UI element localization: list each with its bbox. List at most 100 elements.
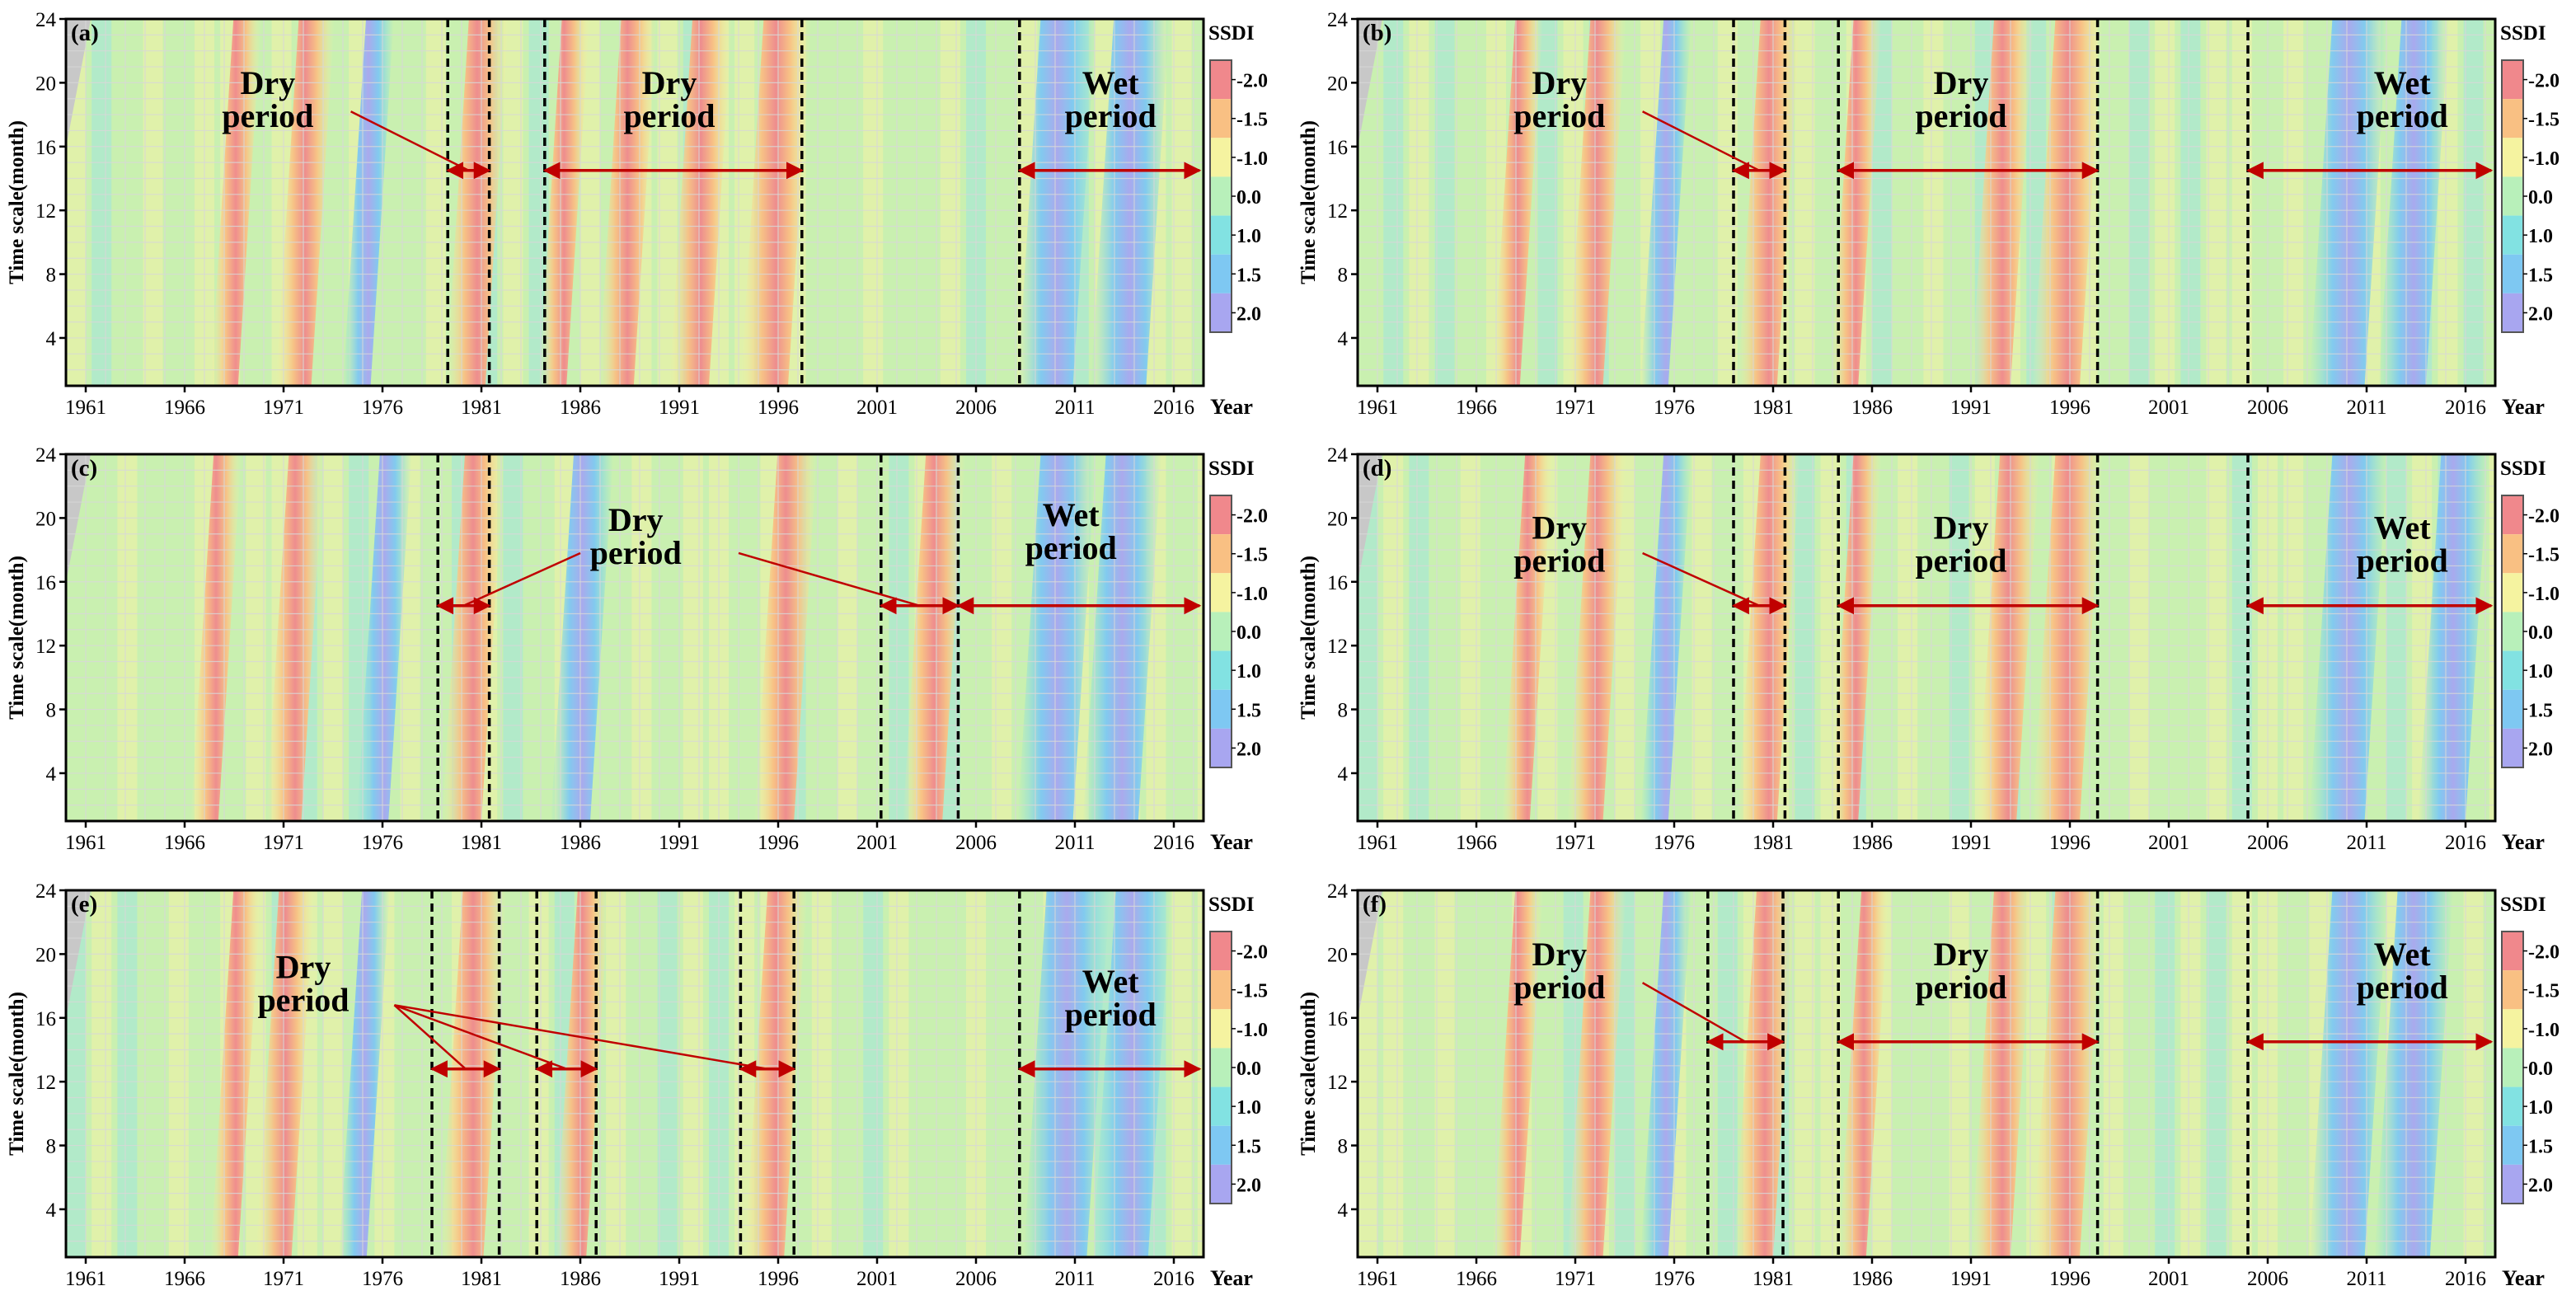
y-tick-label: 8: [1338, 265, 1349, 287]
colorbar-swatch: [1210, 1086, 1232, 1126]
colorbar-title: SSDI: [2500, 458, 2546, 480]
colorbar-label: -2.0: [1236, 942, 1268, 964]
heatmap-band: [889, 890, 909, 1257]
period-pointer-line: [738, 551, 920, 608]
heatmap-band: [1171, 890, 1192, 1257]
y-tick-label: 12: [35, 636, 56, 658]
period-label-line: Dry: [1532, 936, 1587, 973]
colorbar-title: SSDI: [2500, 22, 2546, 45]
period-label-line: Dry: [1934, 936, 1989, 973]
period-label-line: period: [2357, 969, 2448, 1006]
period-label-line: period: [2357, 542, 2448, 580]
x-axis-label: Year: [1210, 1266, 1253, 1290]
colorbar-label: -2.0: [2528, 71, 2560, 92]
x-tick-label: 1996: [758, 397, 799, 419]
y-tick-label: 24: [1327, 444, 1349, 467]
y-tick-label: 8: [46, 265, 57, 287]
x-tick-label: 1971: [1555, 1268, 1596, 1290]
plot-area: [66, 19, 1204, 386]
period-label-line: period: [222, 97, 313, 134]
x-tick-label: 1996: [758, 832, 799, 854]
y-tick-label: 16: [35, 572, 56, 594]
wet-anomaly-band: [1640, 454, 1692, 821]
heatmap-band: [1795, 454, 1815, 821]
x-tick-label: 1981: [461, 832, 502, 854]
x-tick-label: 1986: [1851, 1268, 1893, 1290]
colorbar-swatch: [2502, 612, 2523, 651]
wet-anomaly-band: [1082, 454, 1161, 821]
colorbar-label: 0.0: [2528, 622, 2553, 644]
colorbar-swatch: [1210, 99, 1232, 138]
heatmap-band: [606, 890, 626, 1257]
x-tick-label: 1976: [1654, 832, 1695, 854]
x-tick-label: 1991: [1950, 397, 1992, 419]
colorbar-label: 1.5: [1236, 700, 1261, 721]
colorbar-swatch: [2502, 728, 2523, 767]
x-tick-label: 1966: [164, 397, 205, 419]
colorbar-swatch: [2502, 1125, 2523, 1165]
colorbar-label: 1.0: [1236, 661, 1261, 683]
y-tick-label: 16: [1327, 1008, 1348, 1030]
colorbar-label: 2.0: [2528, 1175, 2553, 1196]
plot-area: [66, 890, 1204, 1257]
wet-anomaly-band: [2309, 454, 2388, 821]
colorbar-label: 2.0: [1236, 303, 1261, 325]
period-label-line: period: [1513, 969, 1605, 1006]
colorbar-swatch: [1210, 176, 1232, 216]
wet-anomaly-band: [1017, 454, 1096, 821]
wet-anomaly-band: [2374, 890, 2453, 1257]
x-tick-label: 2011: [1054, 397, 1095, 419]
heatmap-band: [2463, 19, 2484, 386]
period-label-line: Dry: [240, 64, 295, 101]
colorbar-label: -2.0: [2528, 942, 2560, 964]
period-label-line: period: [1065, 97, 1157, 134]
heatmap-band: [683, 454, 703, 821]
x-tick-label: 1961: [65, 832, 106, 854]
wet-anomaly-band: [2309, 19, 2388, 386]
colorbar-label: 2.0: [1236, 1175, 1261, 1196]
colorbar-swatch: [1210, 293, 1232, 332]
colorbar-swatch: [2502, 932, 2523, 971]
x-tick-label: 2016: [2445, 832, 2486, 854]
colorbar-label: 0.0: [1236, 622, 1261, 644]
dry-anomaly-band: [1734, 890, 1796, 1257]
x-tick-label: 1991: [1950, 832, 1992, 854]
plot-frame: [1356, 889, 2497, 1259]
x-tick-label: 1971: [263, 832, 304, 854]
heatmap-band: [323, 454, 343, 821]
y-tick-label: 16: [1327, 572, 1348, 594]
heatmap-band: [657, 890, 678, 1257]
dry-anomaly-band: [442, 454, 504, 821]
period-label-line: period: [1915, 542, 2006, 580]
colorbar-label: 0.0: [2528, 187, 2553, 209]
heatmap-band: [2180, 19, 2201, 386]
x-tick-label: 1976: [362, 1268, 403, 1290]
heatmap-band: [2129, 454, 2149, 821]
y-tick-label: 8: [46, 1136, 57, 1158]
x-tick-label: 1966: [1456, 397, 1497, 419]
dry-anomaly-band: [1567, 19, 1626, 386]
x-tick-label: 1996: [758, 1268, 799, 1290]
y-tick-label: 24: [35, 880, 57, 903]
heatmap-band: [2155, 890, 2175, 1257]
y-tick-label: 12: [35, 200, 56, 223]
x-tick-label: 1986: [560, 1268, 601, 1290]
y-axis-label: Time scale(month): [6, 120, 28, 284]
period-label-line: period: [1513, 97, 1605, 134]
period-label-line: period: [257, 981, 349, 1018]
y-tick-label: 12: [1327, 636, 1348, 658]
heatmap-band: [811, 890, 832, 1257]
y-tick-label: 4: [46, 328, 57, 350]
colorbar-swatch: [2502, 1048, 2523, 1087]
dry-anomaly-band: [903, 454, 966, 821]
colorbar-swatch: [1210, 1164, 1232, 1204]
heatmap-band: [940, 19, 960, 386]
x-tick-label: 1966: [1456, 1268, 1497, 1290]
wet-anomaly-band: [1091, 19, 1170, 386]
colorbar-swatch: [1210, 254, 1232, 293]
heatmap-band: [1409, 454, 1429, 821]
colorbar-swatch: [2502, 495, 2523, 535]
